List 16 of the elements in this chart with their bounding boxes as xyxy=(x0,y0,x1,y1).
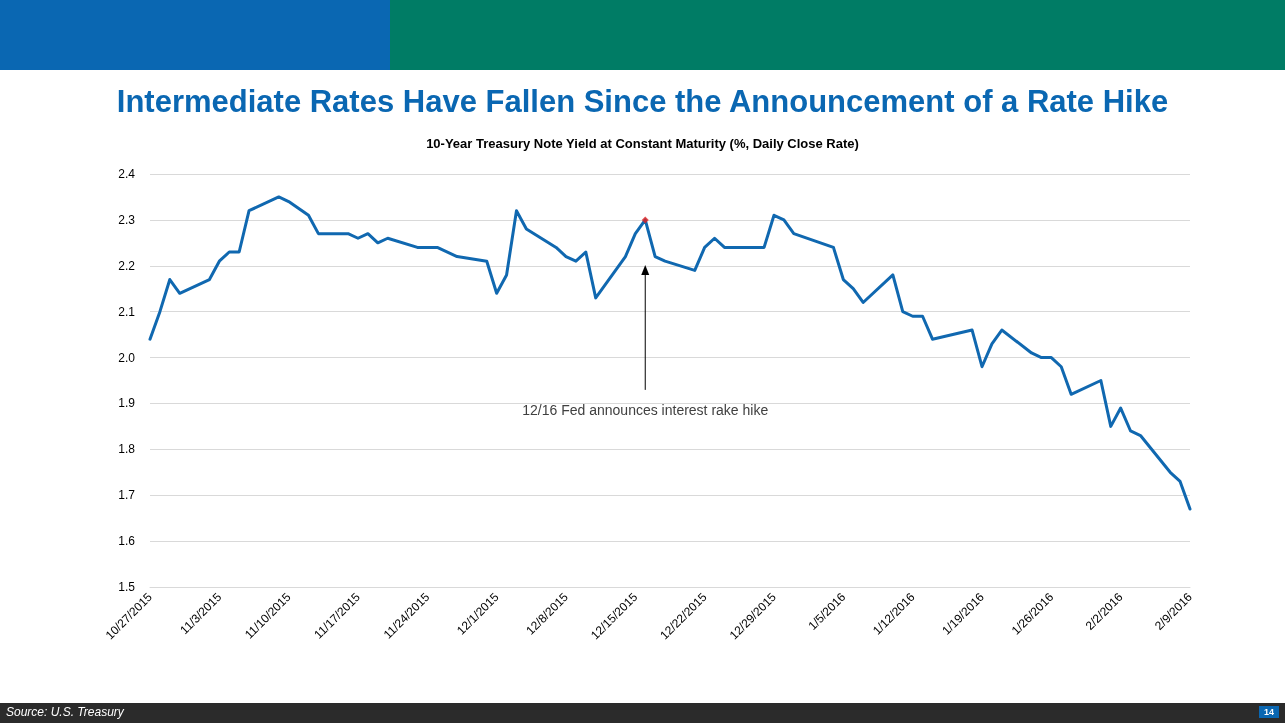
y-tick-label: 2.2 xyxy=(118,258,136,273)
text: 14 xyxy=(1258,706,1279,718)
y-tick-label: 1.5 xyxy=(118,580,136,594)
y-tick-label: 1.9 xyxy=(118,396,136,411)
y-tick-label: 1.7 xyxy=(118,488,136,503)
chart-title: Intermediate Rates Have Fallen Since the Announcement of a Rate Hike xyxy=(115,84,1170,120)
y-tick-label: 1.6 xyxy=(118,534,136,549)
y-tick-label: 2.3 xyxy=(118,212,136,227)
source-note: Source: U.S. Treasury xyxy=(6,705,124,719)
y-tick-label: 2.0 xyxy=(118,350,136,365)
y-tick-label: 2.4 xyxy=(118,167,136,181)
y-tick-label: 1.8 xyxy=(118,442,136,457)
line-series xyxy=(148,195,1192,511)
y-tick-label: 2.1 xyxy=(118,304,136,319)
annotation: 12/16 Fed announces interest rake hike xyxy=(522,401,769,418)
chart-subtitle: 10-Year Treasury Note Yield at Constant Maturity (%, Daily Close Rate) xyxy=(425,136,860,151)
